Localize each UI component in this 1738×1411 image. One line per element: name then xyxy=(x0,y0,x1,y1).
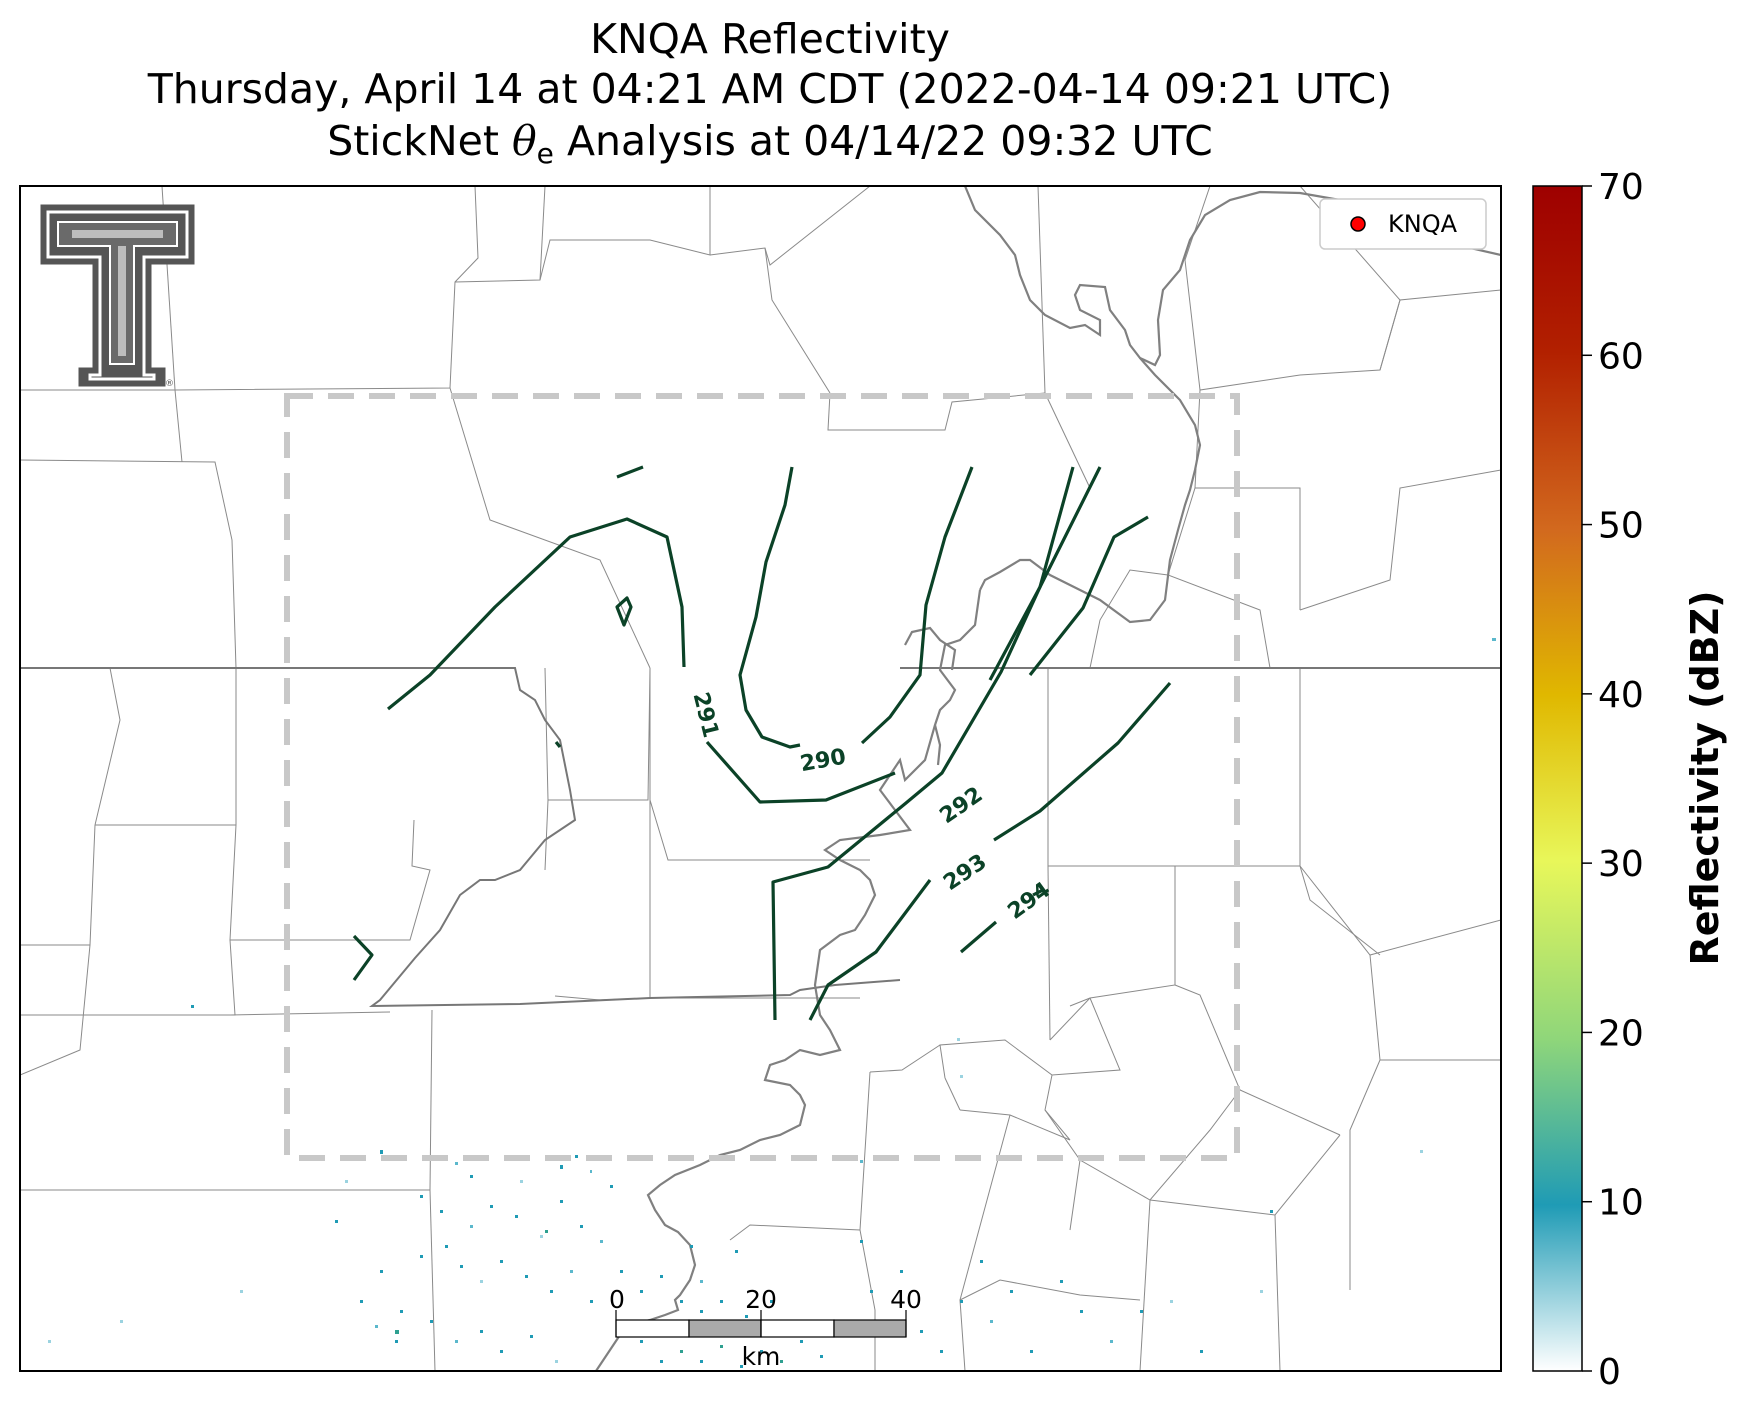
scale-tick-20: 20 xyxy=(745,1285,777,1314)
colorbar-label: Reflectivity (dBZ) xyxy=(1683,590,1727,965)
theta-e-contours xyxy=(352,465,1172,1021)
radar-reflectivity-speckle xyxy=(48,638,1496,1368)
scale-unit: km xyxy=(742,1342,781,1371)
legend-label: KNQA xyxy=(1388,210,1458,238)
contour-292-upper xyxy=(988,466,1102,681)
colorbar: 0 10 20 30 40 50 60 70 Reflectivity (dBZ) xyxy=(1532,167,1727,1393)
map-panel: 291 290 292 293 294 KNQA 0 20 40 km xyxy=(20,186,1501,1371)
chart-title: KNQA Reflectivity xyxy=(590,15,950,63)
contour-291 xyxy=(386,517,686,711)
contour-small-chevron xyxy=(352,934,374,981)
texas-tech-logo: ® xyxy=(40,204,195,389)
scale-tick-40: 40 xyxy=(890,1285,922,1314)
chart-subtitle-time: Thursday, April 14 at 04:21 AM CDT (2022… xyxy=(147,65,1393,113)
contour-small-loop xyxy=(615,596,633,627)
county-boundaries xyxy=(20,186,1501,1371)
map-frame xyxy=(19,185,1502,1372)
contour-small-seg xyxy=(616,465,644,479)
colorbar-tick-label: 10 xyxy=(1598,1183,1644,1224)
legend-marker-dot xyxy=(1350,216,1366,232)
contour-290 xyxy=(738,466,801,749)
contour-294 xyxy=(959,920,998,954)
contour-292 xyxy=(771,466,1075,1021)
contour-dot xyxy=(554,741,562,748)
contour-291-lower xyxy=(705,740,896,804)
analysis-domain-box xyxy=(284,393,1240,1161)
colorbar-tick-label: 60 xyxy=(1598,336,1644,377)
river xyxy=(595,186,1501,1371)
colorbar-tick-label: 50 xyxy=(1598,506,1644,547)
colorbar-tick-label: 0 xyxy=(1598,1352,1621,1393)
colorbar-tick-label: 30 xyxy=(1598,844,1644,885)
scale-tick-0: 0 xyxy=(609,1285,625,1314)
logo-registered-mark: ® xyxy=(165,379,174,389)
chart-subtitle-analysis: StickNet θe Analysis at 04/14/22 09:32 U… xyxy=(327,117,1213,170)
scale-bar: 0 20 40 km xyxy=(609,1285,922,1371)
legend: KNQA xyxy=(1319,198,1487,250)
contour-293-mid xyxy=(1028,515,1149,676)
contour-293-upper xyxy=(993,681,1172,842)
colorbar-tick-label: 40 xyxy=(1598,675,1644,716)
colorbar-tick-label: 20 xyxy=(1598,1013,1644,1054)
contour-294-up xyxy=(1032,888,1044,897)
contour-290-right xyxy=(860,466,974,745)
contour-293 xyxy=(808,879,932,1021)
colorbar-tick-label: 70 xyxy=(1598,167,1644,208)
